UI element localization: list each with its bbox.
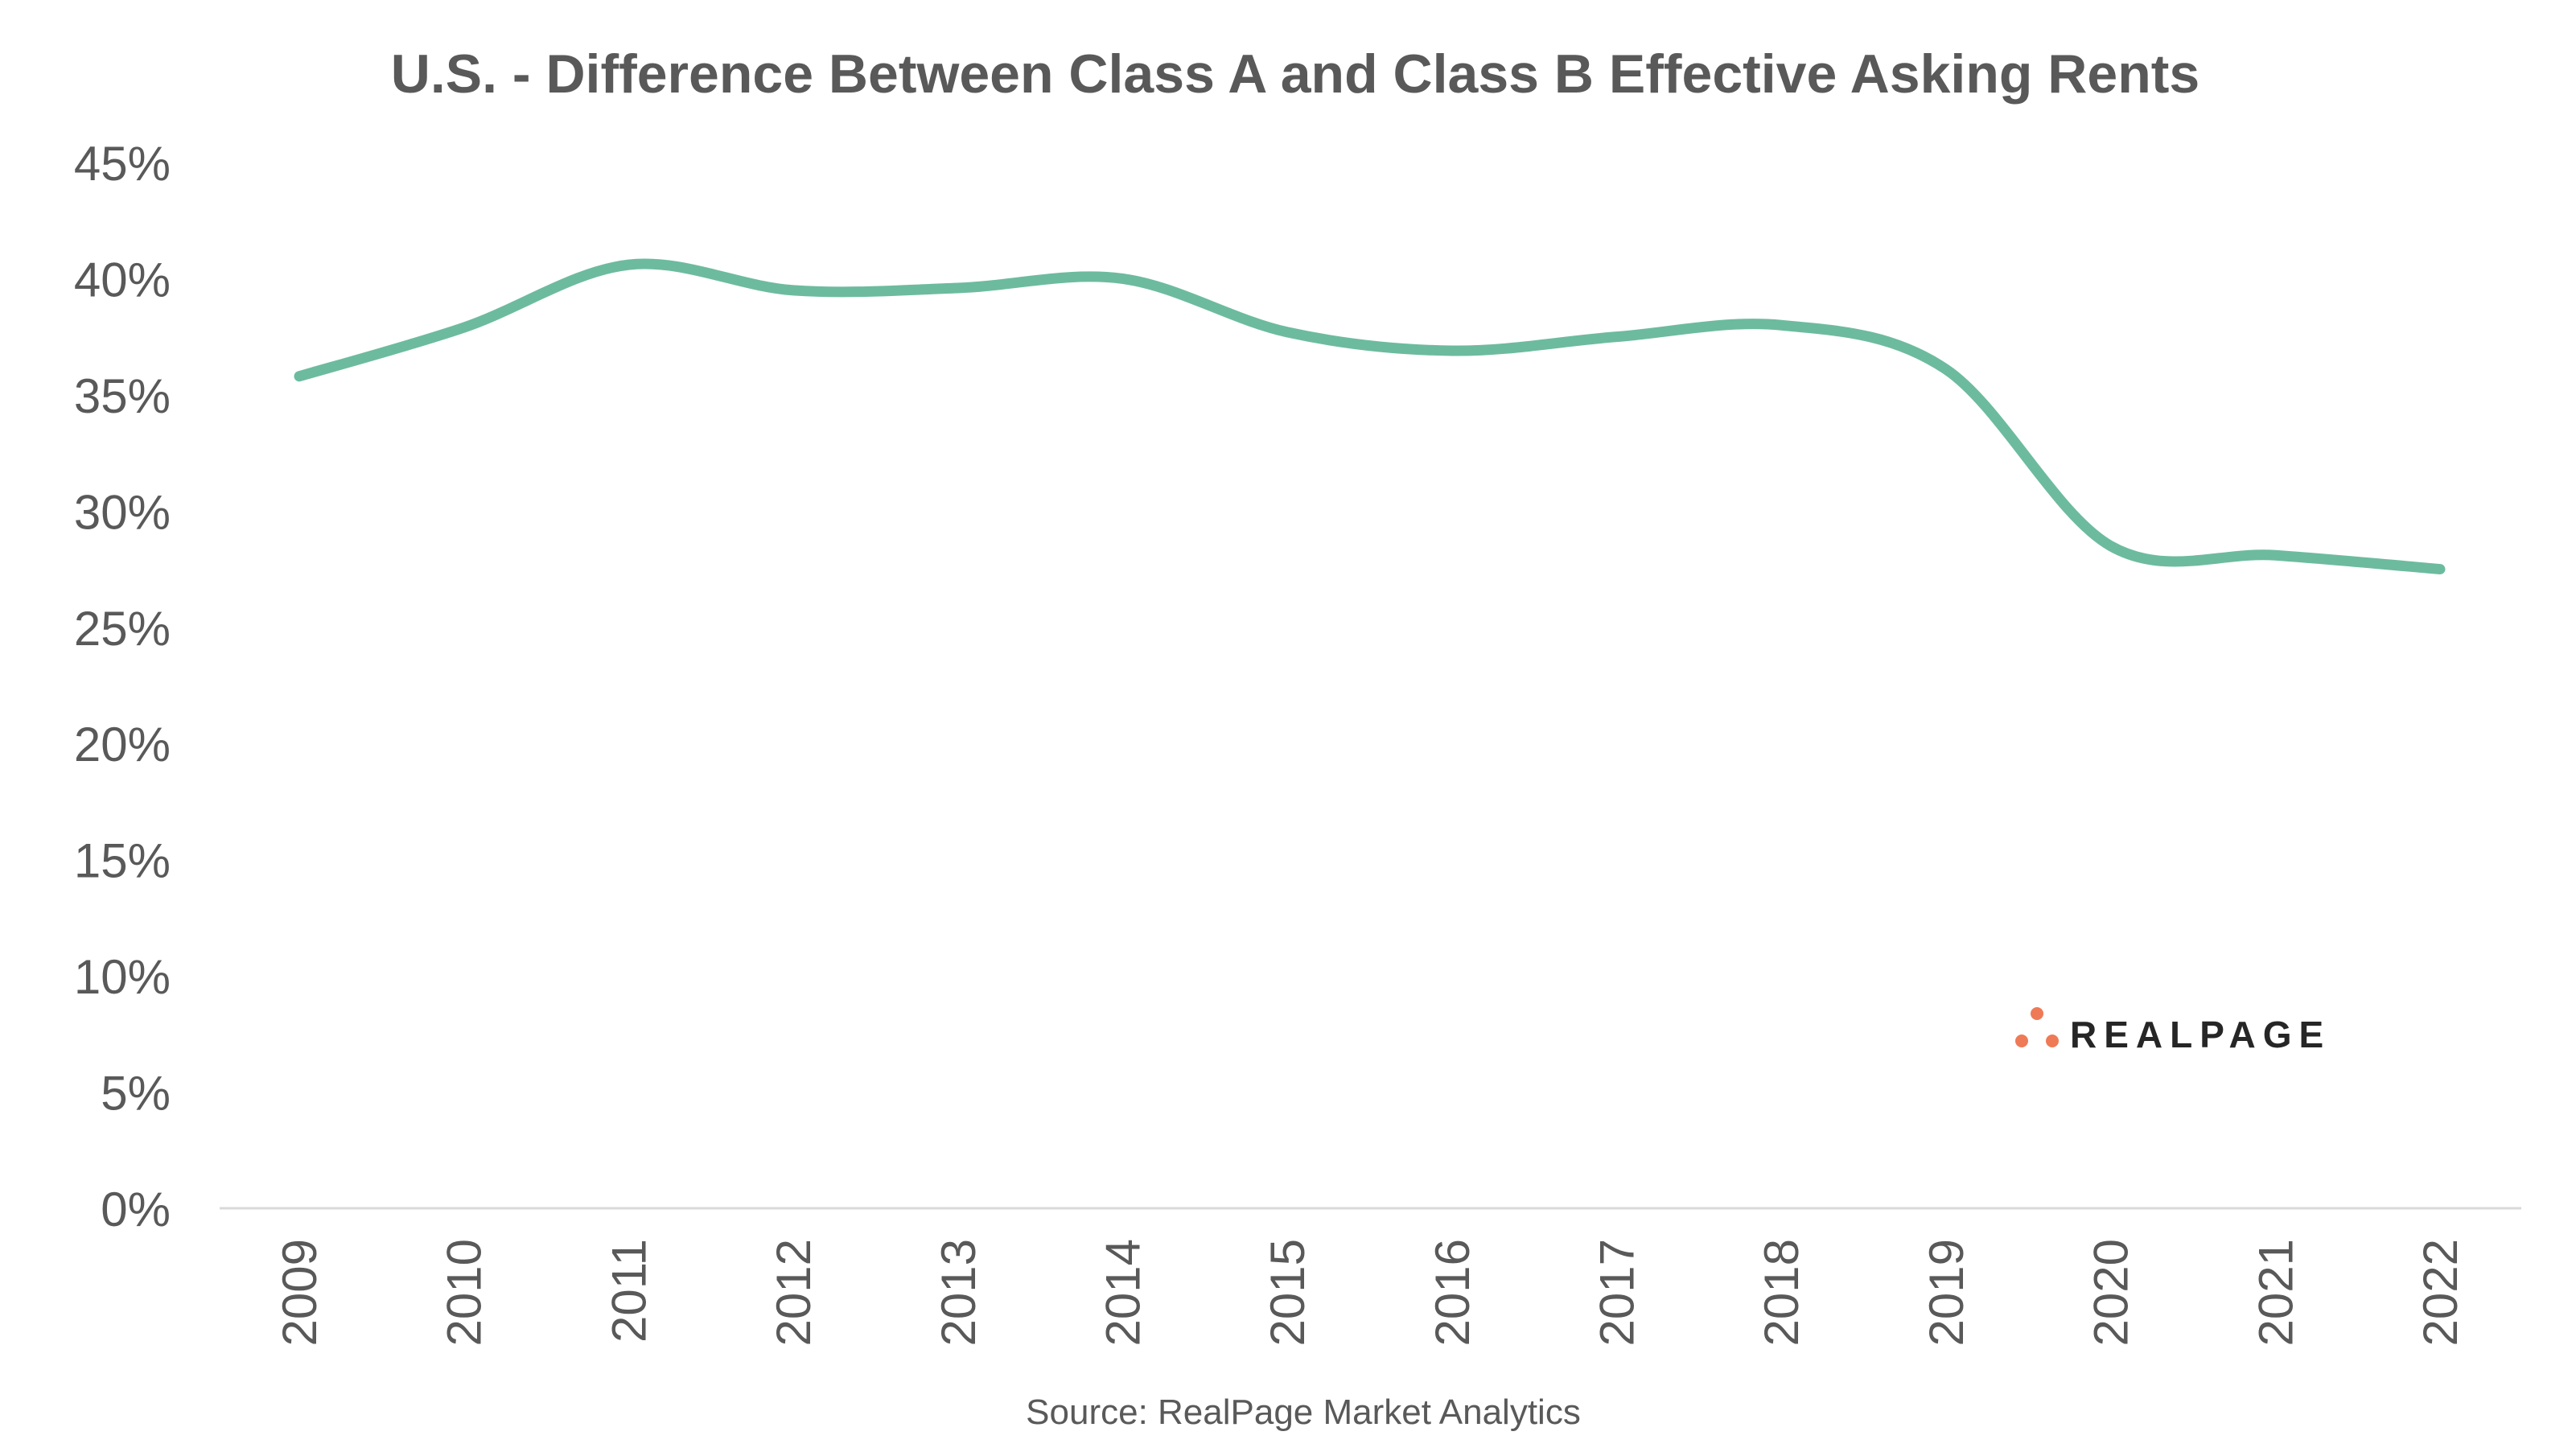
y-tick-label: 35% (74, 369, 171, 423)
y-tick-label: 30% (74, 485, 171, 539)
realpage-logo: REALPAGE (2015, 1007, 2331, 1055)
x-axis: 2009 2010 2011 2012 2013 2014 2015 2016 2017 2018… (273, 1239, 2467, 1346)
x-tick-label: 2012 (767, 1239, 821, 1346)
y-tick-label: 5% (101, 1067, 171, 1121)
source-note: Source: RealPage Market Analytics (1026, 1392, 1581, 1432)
x-tick-label: 2018 (1755, 1239, 1809, 1346)
y-axis: 0% 5% 10% 15% 20% 25% 30% 35% 40% 45% (74, 137, 171, 1236)
x-tick-label: 2013 (932, 1239, 986, 1346)
chart-title: U.S. - Difference Between Class A and Cl… (391, 43, 2199, 105)
y-tick-label: 45% (74, 137, 171, 191)
x-tick-label: 2011 (602, 1239, 656, 1343)
x-tick-label: 2021 (2249, 1239, 2302, 1346)
logo-dot (2046, 1035, 2059, 1047)
y-tick-label: 40% (74, 253, 171, 306)
x-tick-label: 2014 (1096, 1239, 1150, 1346)
x-tick-label: 2015 (1261, 1239, 1315, 1346)
y-tick-label: 0% (101, 1183, 171, 1236)
x-tick-label: 2019 (1920, 1239, 1973, 1346)
y-tick-label: 15% (74, 834, 171, 888)
x-tick-label: 2017 (1590, 1239, 1644, 1346)
y-tick-label: 25% (74, 602, 171, 656)
series-line (294, 258, 2446, 575)
x-tick-label: 2022 (2413, 1239, 2467, 1346)
logo-dot (2015, 1035, 2028, 1047)
x-tick-label: 2010 (438, 1239, 492, 1346)
y-tick-label: 10% (74, 950, 171, 1004)
logo-dot (2031, 1007, 2043, 1020)
logo-text: REALPAGE (2070, 1014, 2331, 1055)
x-tick-label: 2020 (2084, 1239, 2138, 1346)
x-tick-label: 2009 (273, 1239, 327, 1346)
x-tick-label: 2016 (1426, 1239, 1479, 1346)
y-tick-label: 20% (74, 718, 171, 771)
